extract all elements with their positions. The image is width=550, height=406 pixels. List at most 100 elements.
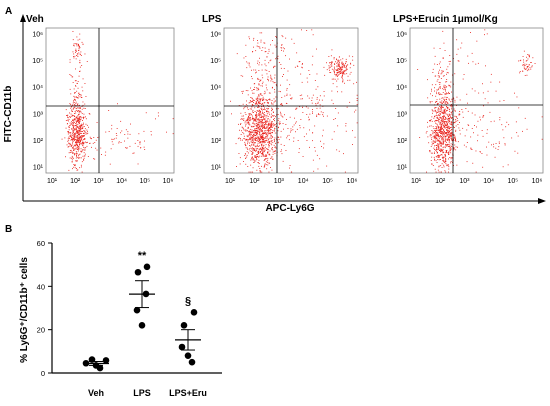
flow-event-dot [75, 96, 77, 98]
flow-event-dot [82, 104, 84, 106]
flow-event-dot [486, 132, 488, 134]
flow-event-dot [72, 138, 74, 139]
flow-event-dot [258, 94, 259, 96]
flow-event-dot [441, 156, 443, 158]
flow-event-dot [78, 119, 80, 120]
flow-event-dot [453, 139, 455, 141]
flow-event-dot [246, 139, 247, 140]
flow-event-dot [443, 113, 445, 115]
flow-event-dot [263, 119, 265, 120]
flow-event-dot [435, 160, 437, 162]
flow-event-dot [281, 97, 283, 98]
flow-event-dot [246, 138, 248, 140]
flow-event-dot [111, 141, 113, 143]
flow-event-dot [453, 83, 454, 85]
flow-event-dot [443, 142, 445, 144]
flow-event-dot [450, 143, 452, 145]
flow-event-dot [241, 115, 243, 117]
flow-event-dot [265, 132, 267, 134]
flow-event-dot [444, 50, 446, 51]
flow-event-dot [450, 86, 452, 88]
flow-event-dot [317, 101, 319, 103]
flow-event-dot [270, 129, 272, 131]
flow-event-dot [462, 127, 464, 129]
flow-event-dot [259, 121, 260, 123]
flow-event-dot [261, 120, 263, 121]
flow-event-dot [250, 164, 252, 166]
flow-event-dot [482, 92, 484, 94]
summary-data-point [133, 306, 141, 314]
flow-event-dot [290, 128, 292, 130]
flow-event-dot [441, 137, 443, 139]
flow-event-dot [265, 155, 267, 157]
flow-event-dot [270, 135, 272, 136]
flow-event-dot [259, 110, 260, 112]
flow-event-dot [265, 84, 267, 86]
flow-event-dot [78, 126, 80, 128]
flow-event-dot [125, 129, 127, 131]
flow-event-dot [306, 114, 308, 115]
flow-event-dot [262, 138, 264, 140]
flow-event-dot [241, 126, 243, 128]
flow-event-dot [251, 106, 253, 108]
flow-event-dot [294, 66, 296, 68]
flow-event-dot [252, 98, 253, 100]
flow-event-dot [267, 159, 269, 161]
flow-event-dot [439, 114, 441, 115]
flow-event-dot [334, 118, 336, 119]
flow-event-dot [266, 120, 268, 122]
flow-event-dot [437, 109, 439, 111]
flow-event-dot [437, 146, 439, 148]
flow-event-dot [74, 128, 76, 130]
flow-event-dot [246, 130, 248, 132]
flow-event-dot [285, 102, 287, 104]
flow-plot-frame [45, 27, 175, 174]
flow-event-dot [266, 110, 268, 112]
flow-event-dot [443, 164, 445, 166]
flow-event-dot [448, 136, 450, 138]
flow-event-dot [356, 94, 358, 96]
flow-event-dot [490, 73, 492, 75]
flow-event-dot [261, 145, 263, 147]
flow-event-dot [433, 128, 435, 129]
flow-event-dot [461, 42, 463, 44]
flow-event-dot [133, 152, 135, 154]
flow-event-dot [258, 163, 260, 164]
flow-event-dot [248, 116, 249, 118]
flow-event-dot [259, 47, 261, 49]
flow-event-dot [350, 62, 351, 64]
flow-event-dot [72, 143, 73, 145]
flow-event-dot [78, 130, 80, 132]
flow-event-dot [337, 112, 339, 114]
flow-event-dot [454, 127, 455, 128]
flow-event-dot [73, 53, 75, 55]
flow-event-dot [72, 108, 74, 110]
flow-event-dot [454, 73, 456, 75]
flow-event-dot [498, 142, 500, 144]
flow-event-dot [448, 85, 450, 87]
flow-event-dot [247, 141, 249, 143]
panel-b-label: B [5, 224, 12, 235]
flow-event-dot [70, 107, 72, 109]
flow-event-dot [303, 127, 305, 129]
flow-event-dot [256, 116, 258, 118]
flow-event-dot [242, 127, 244, 129]
flow-event-dot [65, 127, 67, 129]
flow-event-dot [448, 130, 450, 132]
flow-event-dot [82, 155, 84, 157]
flow-event-dot [79, 59, 81, 61]
flow-event-dot [83, 157, 85, 159]
flow-event-dot [270, 141, 272, 143]
flow-event-dot [444, 125, 446, 127]
flow-event-dot [79, 62, 81, 64]
flow-event-dot [432, 136, 434, 138]
flow-event-dot [66, 144, 68, 146]
flow-event-dot [476, 40, 478, 42]
flow-event-dot [268, 143, 270, 145]
flow-event-dot [436, 117, 438, 118]
flow-event-dot [75, 110, 77, 111]
flow-event-dot [254, 123, 256, 125]
flow-event-dot [80, 136, 81, 138]
flow-event-dot [256, 132, 258, 133]
flow-event-dot [446, 106, 448, 108]
